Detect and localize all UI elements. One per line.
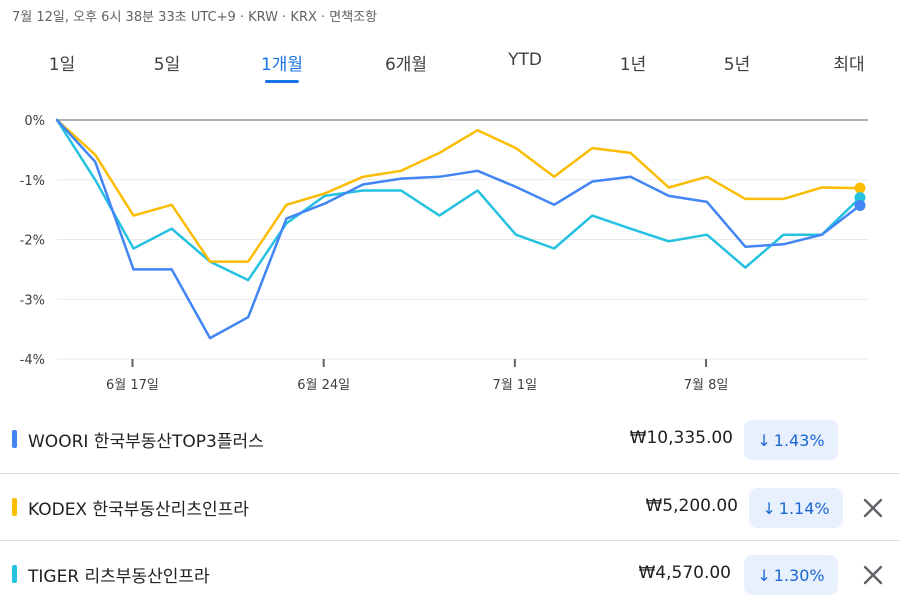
x-tick-label: 7월 8일 <box>684 378 729 393</box>
tab-1-month[interactable]: 1개월 <box>260 50 304 83</box>
series-end-point <box>854 199 866 211</box>
series-end-point <box>854 182 866 194</box>
stock-price: ₩10,335.00 <box>629 428 733 448</box>
tab-5-day[interactable]: 5일 <box>154 50 180 81</box>
tab-label: 1일 <box>48 55 76 75</box>
remove-comparison-close-icon[interactable] <box>860 495 886 521</box>
y-tick-label: -3% <box>20 293 45 308</box>
stock-price: ₩4,570.00 <box>638 563 731 583</box>
tab-label: 최대 <box>833 55 865 75</box>
series-line <box>55 118 862 340</box>
remove-comparison-close-icon[interactable] <box>860 562 886 588</box>
stock-row[interactable]: TIGER 리츠부동산인프라 ₩4,570.00 ↓ 1.30% <box>0 540 900 604</box>
series-color-swatch <box>12 430 17 448</box>
change-badge: ↓ 1.43% <box>744 420 838 460</box>
active-tab-indicator <box>264 80 300 83</box>
arrow-down-icon: ↓ <box>757 430 771 450</box>
tab-label: 6개월 <box>384 55 428 75</box>
y-tick-label: 0% <box>24 114 45 129</box>
comparison-chart[interactable]: 0% -1% -2% -3% -4% 6월 17일 6월 24일 7월 1일 7월 8일 <box>0 95 900 400</box>
y-tick-label: -4% <box>20 353 45 368</box>
arrow-down-icon: ↓ <box>757 565 771 585</box>
range-tabs: 1일 5일 1개월 6개월 YTD 1년 5년 최대 <box>0 50 900 86</box>
tab-1-day[interactable]: 1일 <box>49 50 75 81</box>
change-percent: 1.30% <box>773 565 825 585</box>
tab-1-year[interactable]: 1년 <box>620 50 646 81</box>
tab-label: YTD <box>508 50 542 70</box>
series-line <box>55 118 862 263</box>
x-tick-label: 7월 1일 <box>493 378 538 393</box>
tab-label: 5일 <box>153 55 181 75</box>
series-end-point <box>854 192 866 204</box>
tab-max[interactable]: 최대 <box>833 50 864 81</box>
stock-name: WOORI 한국부동산TOP3플러스 <box>28 432 264 452</box>
x-tick-label: 6월 17일 <box>106 378 159 393</box>
stock-row[interactable]: KODEX 한국부동산리츠인프라 ₩5,200.00 ↓ 1.14% <box>0 473 900 537</box>
series-color-swatch <box>12 565 17 583</box>
series-color-swatch <box>12 498 17 516</box>
series-line <box>55 118 862 282</box>
change-badge: ↓ 1.14% <box>749 488 843 528</box>
change-percent: 1.14% <box>778 498 830 518</box>
tab-6-month[interactable]: 6개월 <box>385 50 427 81</box>
y-tick-label: -1% <box>20 174 45 189</box>
change-badge: ↓ 1.30% <box>744 555 838 595</box>
tab-label: 1년 <box>619 55 647 75</box>
y-tick-label: -2% <box>20 234 45 249</box>
arrow-down-icon: ↓ <box>762 498 776 518</box>
x-tick-label: 6월 24일 <box>297 378 350 393</box>
stock-name: KODEX 한국부동산리츠인프라 <box>28 500 249 520</box>
tab-ytd[interactable]: YTD <box>508 50 542 76</box>
tab-5-year[interactable]: 5년 <box>724 50 750 81</box>
tab-label: 1개월 <box>260 55 304 75</box>
stock-price: ₩5,200.00 <box>645 496 738 516</box>
tab-label: 5년 <box>723 55 751 75</box>
stock-name: TIGER 리츠부동산인프라 <box>28 567 210 587</box>
change-percent: 1.43% <box>773 430 825 450</box>
status-line: 7월 12일, 오후 6시 38분 33초 UTC+9 · KRW · KRX … <box>12 10 378 25</box>
stock-row[interactable]: WOORI 한국부동산TOP3플러스 ₩10,335.00 ↓ 1.43% <box>0 406 900 470</box>
